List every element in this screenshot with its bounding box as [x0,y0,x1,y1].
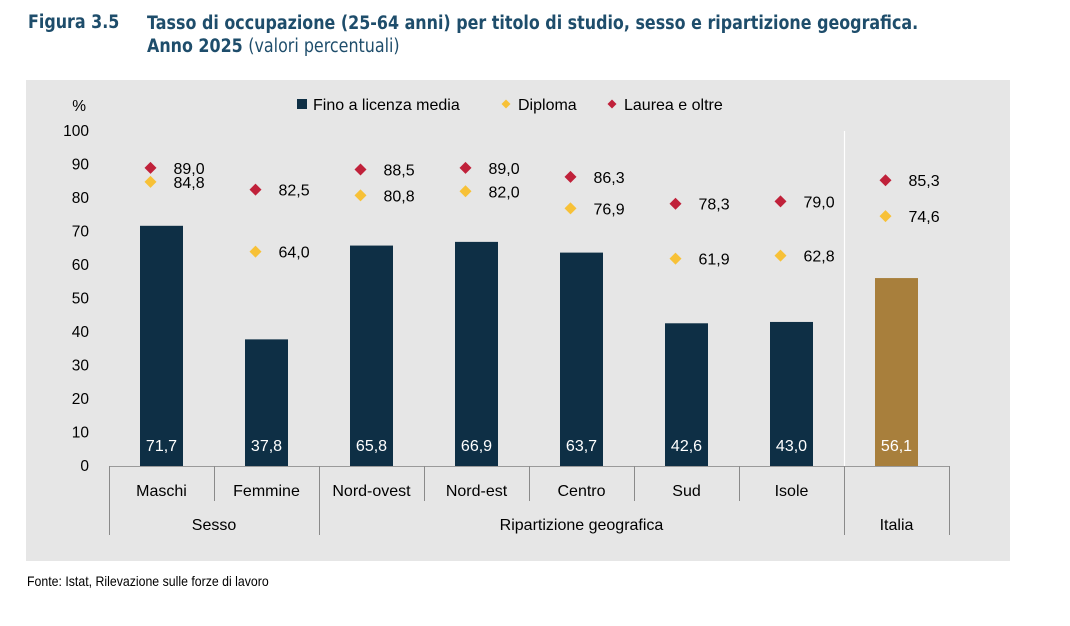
bar [140,225,183,466]
data-point-marker [564,202,577,215]
data-point-marker [249,183,262,196]
data-point-marker [564,170,577,183]
x-category-label: Nord-est [446,483,508,500]
data-point-marker [879,174,892,187]
bar-value-label: 43,0 [776,438,807,455]
figure-label: Figura 3.5 [28,12,120,33]
y-tick-label: 50 [72,291,90,308]
x-category-label: Maschi [136,483,187,500]
figure-title-year: Anno 2025 [147,36,243,57]
legend-label: Laurea e oltre [624,97,723,114]
marker-value-label: 74,6 [909,209,940,226]
y-tick-label: 10 [72,425,90,442]
bar [560,252,603,466]
x-category-label: Nord-ovest [332,483,411,500]
bar-value-label: 65,8 [356,438,387,455]
bar-value-label: 37,8 [251,438,282,455]
bar [455,241,498,466]
data-point-marker [354,163,367,176]
x-category-label: Sud [672,483,700,500]
marker-value-label: 62,8 [804,249,835,266]
bar-value-label: 63,7 [566,438,597,455]
x-category-label: Isole [775,483,809,500]
marker-value-label: 84,8 [174,175,205,192]
legend-label: Fino a licenza media [313,97,460,114]
data-point-marker [774,195,787,208]
source-note: Fonte: Istat, Rilevazione sulle forze di… [27,573,269,589]
bar [245,339,288,466]
bar [875,278,918,466]
marker-value-label: 88,5 [384,163,415,180]
marker-value-label: 61,9 [699,252,730,269]
data-point-marker [144,161,157,174]
marker-value-label: 64,0 [279,245,310,262]
y-axis-unit: % [72,98,86,115]
chart-panel: 0 10 20 30 40 50 60 70 80 90 100% Maschi Femmine Nord… [26,80,1010,561]
bar-value-label: 42,6 [671,438,702,455]
marker-value-label: 89,0 [489,161,520,178]
figure-title-text: Tasso di occupazione (25-64 anni) per ti… [147,13,919,34]
marker-value-label: 82,0 [489,184,520,201]
employment-rate-chart: 0 10 20 30 40 50 60 70 80 90 100% Maschi Femmine Nord… [63,97,950,535]
y-tick-label: 80 [72,190,90,207]
y-tick-label: 40 [72,324,90,341]
marker-value-label: 86,3 [594,170,625,187]
y-tick-label: 20 [72,391,90,408]
marker-value-label: 79,0 [804,194,835,211]
data-point-marker [669,197,682,210]
x-group-label: Sesso [192,517,237,534]
y-tick-label: 60 [72,257,90,274]
y-tick-label: 0 [80,458,89,475]
y-tick-label: 30 [72,358,90,375]
data-point-marker [354,189,367,202]
marker-value-label: 89,0 [174,161,205,178]
figure-title: Tasso di occupazione (25-64 anni) per ti… [147,12,990,58]
legend-label: Diploma [518,97,577,114]
marker-value-label: 76,9 [594,201,625,218]
bar-value-label: 71,7 [146,438,177,455]
data-point-marker [669,252,682,265]
x-group-label: Ripartizione geografica [500,517,664,534]
legend-swatch [501,99,511,109]
legend-swatch [607,99,617,109]
bar [350,245,393,466]
data-point-marker [249,245,262,258]
marker-value-label: 78,3 [699,197,730,214]
bar [770,321,813,466]
data-point-marker [879,210,892,223]
marker-value-label: 80,8 [384,188,415,205]
data-point-marker [459,185,472,198]
x-category-label: Centro [557,483,605,500]
marker-value-label: 85,3 [909,173,940,190]
bar [665,323,708,466]
data-point-marker [774,249,787,262]
data-point-marker [144,175,157,188]
legend-swatch [297,99,307,109]
figure-subtitle: (valori percentuali) [248,36,400,57]
data-point-marker [459,161,472,174]
y-tick-label: 100 [63,123,89,140]
marker-value-label: 82,5 [279,183,310,200]
x-category-label: Femmine [233,483,300,500]
y-tick-label: 90 [72,157,90,174]
x-group-label: Italia [880,517,914,534]
y-tick-label: 70 [72,224,90,241]
bar-value-label: 56,1 [881,438,912,455]
bar-value-label: 66,9 [461,438,492,455]
